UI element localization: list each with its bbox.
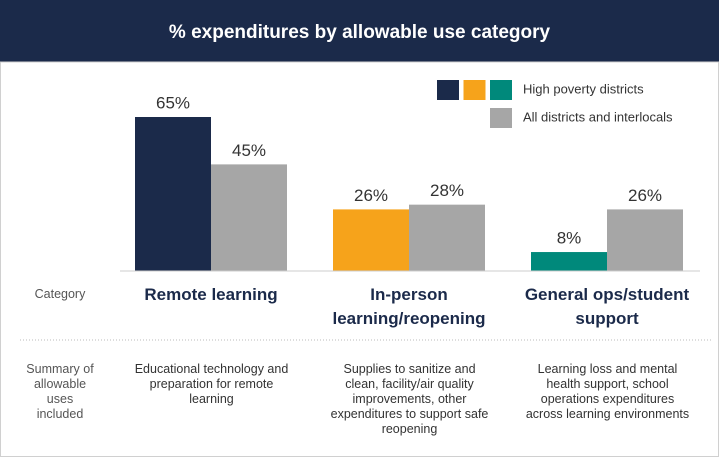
- bar: [531, 252, 607, 271]
- legend-swatch: [437, 80, 459, 100]
- summary-text: Learning loss and mental health support,…: [525, 362, 690, 421]
- row-label: Category: [34, 287, 86, 301]
- bar: [135, 117, 211, 271]
- summary-text: Educational technology and preparation f…: [134, 362, 289, 406]
- summary-text: Supplies to sanitize and clean, facility…: [330, 362, 489, 436]
- category-label: General ops/student support: [524, 285, 690, 328]
- value-label: 28%: [430, 181, 464, 200]
- value-label: 26%: [628, 186, 662, 205]
- bar: [333, 209, 409, 271]
- row-label: Summary of allowable uses included: [26, 362, 94, 421]
- value-label: 26%: [354, 186, 388, 205]
- legend-swatch: [490, 80, 512, 100]
- value-label: 8%: [557, 229, 582, 248]
- bar: [211, 164, 287, 271]
- value-label: 65%: [156, 93, 190, 112]
- legend-label: All districts and interlocals: [523, 109, 673, 124]
- chart-title: % expenditures by allowable use category: [169, 22, 551, 43]
- category-label: In-person learning/reopening: [332, 285, 486, 328]
- header-bar: [0, 0, 719, 62]
- legend-swatch: [490, 108, 512, 128]
- value-label: 45%: [232, 141, 266, 160]
- legend-swatch: [463, 80, 486, 100]
- category-label: Remote learning: [144, 285, 278, 304]
- bar: [409, 204, 485, 271]
- legend-label: High poverty districts: [523, 81, 644, 96]
- bar: [607, 209, 683, 271]
